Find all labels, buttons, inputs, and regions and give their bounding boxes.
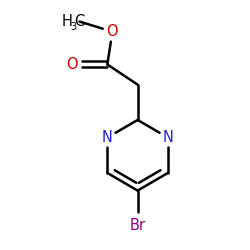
Text: 3: 3: [71, 22, 77, 32]
Text: N: N: [102, 130, 113, 145]
Text: H: H: [62, 14, 73, 28]
Text: N: N: [162, 130, 173, 145]
Text: O: O: [106, 24, 118, 39]
Text: C: C: [74, 14, 85, 28]
Text: Br: Br: [130, 218, 146, 234]
Text: O: O: [66, 57, 78, 72]
